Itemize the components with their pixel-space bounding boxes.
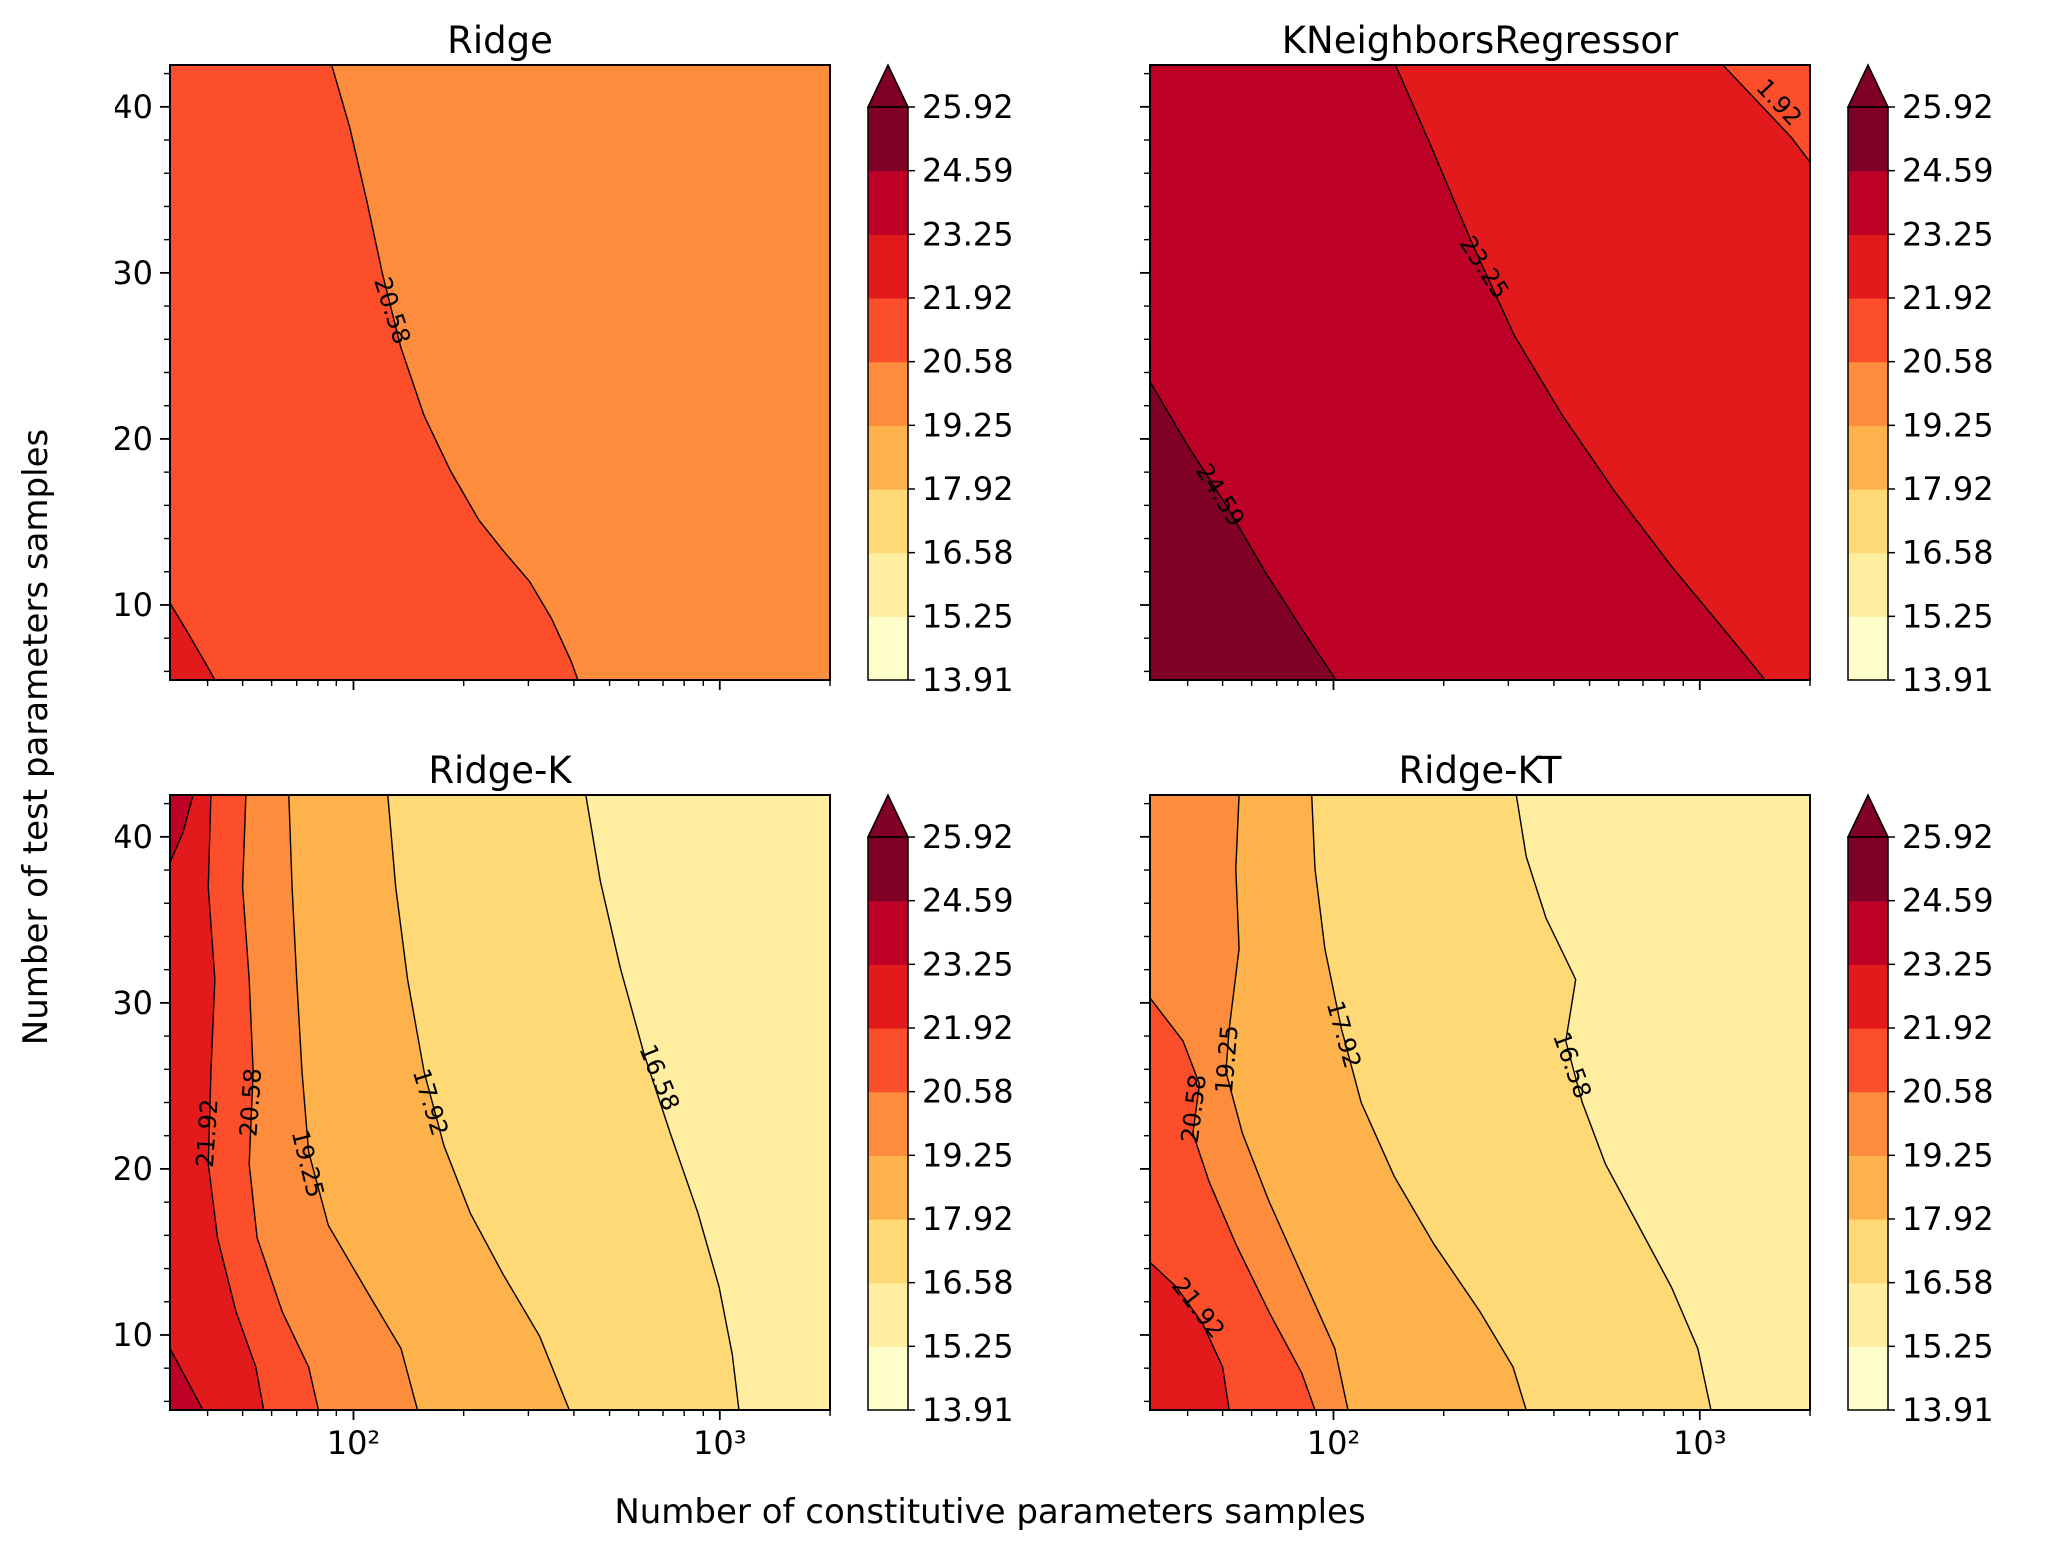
y-tick-label: 10 [115, 586, 153, 624]
subplot-kneighborsregressor: 24.59 23.25 1.92 KNeighborsRegressor 13.91 15… [1095, 15, 2045, 730]
x-tick-label: 10³ [1673, 1424, 1727, 1460]
colorbar-tick-label: 21.92 [1902, 279, 1994, 317]
colorbar-tick-label: 16.58 [1902, 1264, 1994, 1302]
contour-label: 19.25 [1210, 1024, 1244, 1095]
contour-label: 20.58 [234, 1067, 267, 1138]
subplot-ridge-kt: 19.25 20.58 21.92 17.92 16.58 Ridge-KT 10² 10³ 1… [1095, 745, 2045, 1460]
colorbar-tick-label: 20.58 [1902, 343, 1994, 381]
x-tick-label: 10² [327, 1424, 381, 1460]
subplot-title: KNeighborsRegressor [1282, 19, 1679, 62]
subplot-title: Ridge-K [428, 749, 573, 792]
colorbar-tick-label: 17.92 [1902, 1200, 1994, 1238]
colorbar-extend-arrow [1846, 63, 1890, 108]
colorbar-tick-label: 21.92 [922, 279, 1014, 317]
colorbar-tick-label: 24.59 [1902, 152, 1994, 190]
colorbar-tick-label: 25.92 [1902, 818, 1994, 856]
colorbar: 13.91 15.25 16.58 17.92 19.25 20.58 21.92 23.25… [866, 63, 1014, 699]
colorbar: 13.91 15.25 16.58 17.92 19.25 20.58 21.92 23.25… [1846, 793, 1994, 1429]
x-tick-label: 10³ [693, 1424, 747, 1460]
y-tick-label: 40 [115, 88, 153, 126]
colorbar: 13.91 15.25 16.58 17.92 19.25 20.58 21.92 23.25… [866, 793, 1014, 1429]
contour-fills: 20.58 [170, 65, 830, 680]
x-tick-label: 10² [1307, 1424, 1361, 1460]
colorbar-tick-label: 24.59 [922, 882, 1014, 920]
colorbar-tick-label: 24.59 [922, 152, 1014, 190]
ridge-k-plot: 21.92 20.58 19.25 17.92 16.58 Ridge-K 10² 10³ 10… [115, 749, 1014, 1460]
subplot-title: Ridge-KT [1398, 749, 1561, 792]
colorbar-tick-label: 21.92 [922, 1009, 1014, 1047]
colorbar-tick-label: 25.92 [922, 88, 1014, 126]
colorbar-tick-label: 15.25 [922, 597, 1014, 635]
colorbar-tick-label: 19.25 [1902, 1136, 1994, 1174]
colorbar-tick-label: 23.25 [1902, 215, 1994, 253]
colorbar-tick-label: 16.58 [922, 1264, 1014, 1302]
contour-label: 21.92 [191, 1098, 224, 1169]
subplot-ridge-k: 21.92 20.58 19.25 17.92 16.58 Ridge-K 10² 10³ 10… [115, 745, 1065, 1460]
colorbar-tick-label: 23.25 [1902, 945, 1994, 983]
subplot-title: Ridge [447, 19, 553, 62]
colorbar-tick-label: 13.91 [1902, 1391, 1994, 1429]
y-tick-label: 10 [115, 1316, 153, 1354]
colorbar-extend-arrow [1846, 793, 1890, 838]
colorbar-tick-label: 16.58 [922, 534, 1014, 572]
y-tick-label: 30 [115, 984, 153, 1022]
colorbar-tick-label: 20.58 [922, 343, 1014, 381]
colorbar-tick-label: 19.25 [922, 406, 1014, 444]
colorbar-tick-label: 15.25 [922, 1327, 1014, 1365]
colorbar-extend-arrow [866, 63, 910, 108]
colorbar-tick-label: 25.92 [1902, 88, 1994, 126]
colorbar-tick-label: 20.58 [1902, 1073, 1994, 1111]
y-tick-label: 30 [115, 254, 153, 292]
subplot-ridge: 20.58 Ridge 10 20 30 40 13.91 15.25 16.58 17.92 19… [115, 15, 1065, 730]
colorbar-tick-label: 21.92 [1902, 1009, 1994, 1047]
colorbar-tick-label: 19.25 [1902, 406, 1994, 444]
colorbar-extend-arrow [866, 793, 910, 838]
ridge-plot: 20.58Ridge1020304013.9115.2516.5817.9219… [115, 19, 1014, 699]
colorbar-tick-label: 16.58 [1902, 534, 1994, 572]
colorbar-tick-label: 20.58 [922, 1073, 1014, 1111]
colorbar-tick-label: 15.25 [1902, 1327, 1994, 1365]
colorbar-tick-label: 17.92 [922, 1200, 1014, 1238]
colorbar-tick-label: 23.25 [922, 215, 1014, 253]
y-tick-label: 20 [115, 420, 153, 458]
colorbar: 13.91 15.25 16.58 17.92 19.25 20.58 21.92 23.25… [1846, 63, 1994, 699]
colorbar-tick-label: 13.91 [922, 1391, 1014, 1429]
colorbar-tick-label: 25.92 [922, 818, 1014, 856]
y-tick-label: 40 [115, 818, 153, 856]
y-tick-label: 20 [115, 1150, 153, 1188]
colorbar-tick-label: 13.91 [1902, 661, 1994, 699]
colorbar-tick-label: 15.25 [1902, 597, 1994, 635]
x-axis-label: Number of constitutive parameters sample… [614, 1492, 1366, 1532]
colorbar-tick-label: 17.92 [1902, 470, 1994, 508]
colorbar-tick-label: 24.59 [1902, 882, 1994, 920]
colorbar-tick-label: 23.25 [922, 945, 1014, 983]
colorbar-tick-label: 19.25 [922, 1136, 1014, 1174]
colorbar-tick-label: 13.91 [922, 661, 1014, 699]
y-axis-label: Number of test parameters samples [16, 428, 56, 1046]
colorbar-tick-label: 17.92 [922, 470, 1014, 508]
